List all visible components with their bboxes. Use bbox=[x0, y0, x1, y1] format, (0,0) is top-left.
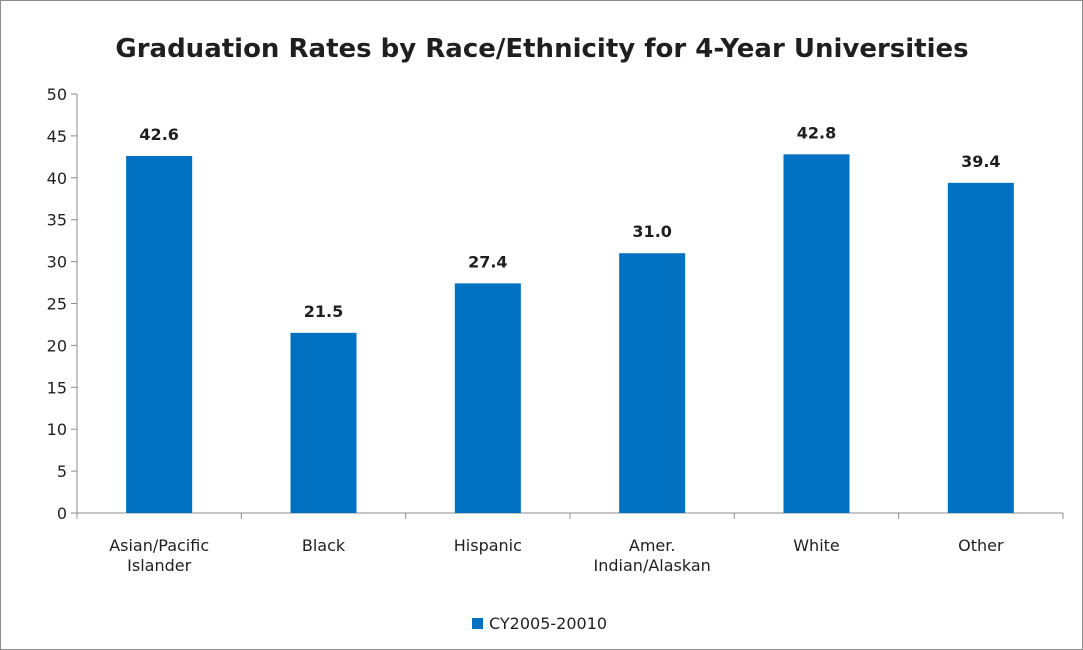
x-tick-label: Amer. Indian/Alaskan bbox=[594, 536, 711, 575]
legend-swatch bbox=[472, 618, 483, 629]
x-tick-label-line: Amer. bbox=[629, 536, 676, 555]
y-tick-label: 10 bbox=[47, 420, 67, 439]
y-tick-label: 25 bbox=[47, 295, 67, 314]
x-tick-label-line: White bbox=[793, 536, 840, 555]
bar bbox=[290, 332, 357, 513]
y-tick-label: 35 bbox=[47, 211, 67, 230]
y-tick-label: 20 bbox=[47, 336, 67, 355]
legend-label: CY2005-20010 bbox=[489, 614, 607, 633]
x-tick-label-line: Indian/Alaskan bbox=[594, 556, 711, 575]
x-tick-label-line: Asian/Pacific bbox=[109, 536, 209, 555]
chart-title: Graduation Rates by Race/Ethnicity for 4… bbox=[115, 34, 968, 64]
x-tick-label: Hispanic bbox=[454, 536, 522, 555]
data-labels: 42.6 21.5 27.4 31.0 42.8 39.4 bbox=[139, 123, 1000, 320]
bar bbox=[126, 156, 193, 513]
x-tick-label: Black bbox=[302, 536, 346, 555]
y-tick-label: 45 bbox=[47, 127, 67, 146]
bar bbox=[783, 154, 850, 513]
x-tick-label-line: Hispanic bbox=[454, 536, 522, 555]
y-tick-label: 0 bbox=[57, 504, 67, 523]
x-tick-label-line: Black bbox=[302, 536, 346, 555]
x-tick-label: White bbox=[793, 536, 840, 555]
data-label: 21.5 bbox=[304, 302, 343, 321]
x-tick-label-line: Islander bbox=[127, 556, 191, 575]
y-tick-label: 30 bbox=[47, 253, 67, 272]
x-tick-label: Other bbox=[958, 536, 1004, 555]
bar bbox=[947, 182, 1014, 513]
y-tick-label: 50 bbox=[47, 85, 67, 104]
y-tick-label: 40 bbox=[47, 169, 67, 188]
legend: CY2005-20010 bbox=[472, 614, 607, 633]
bar bbox=[619, 253, 686, 513]
y-axis: 0 5 10 15 20 25 30 35 40 45 50 bbox=[47, 85, 78, 523]
data-label: 39.4 bbox=[961, 152, 1000, 171]
x-tick-label: Asian/Pacific Islander bbox=[109, 536, 209, 575]
y-tick-label: 5 bbox=[57, 462, 67, 481]
data-label: 31.0 bbox=[632, 222, 671, 241]
data-label: 27.4 bbox=[468, 252, 507, 271]
bar-series bbox=[126, 154, 1014, 513]
data-label: 42.6 bbox=[139, 125, 178, 144]
y-tick-label: 15 bbox=[47, 378, 67, 397]
x-tick-label-line: Other bbox=[958, 536, 1004, 555]
data-label: 42.8 bbox=[797, 123, 836, 142]
bar bbox=[454, 283, 521, 513]
